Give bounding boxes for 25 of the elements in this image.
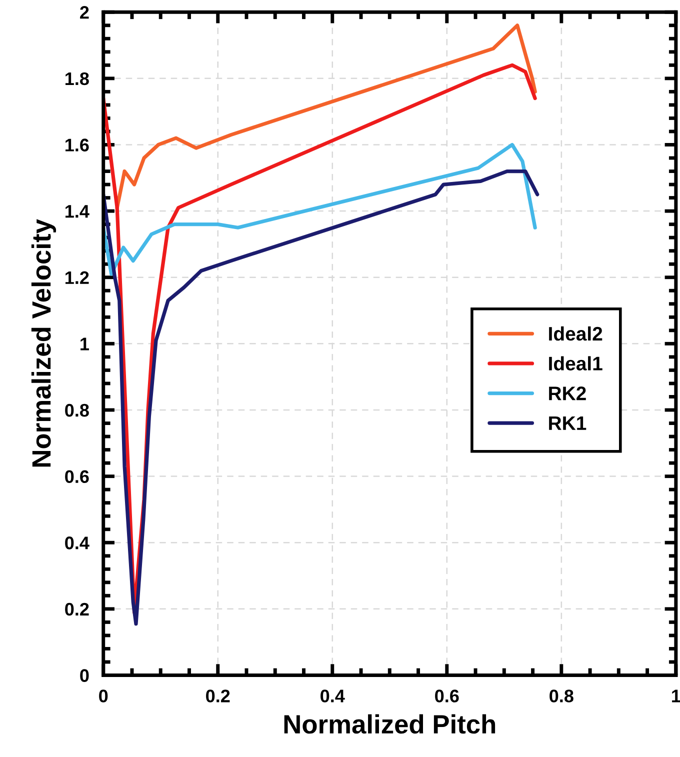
y-tick-label: 1.6 [66, 138, 89, 152]
x-tick-label: 0.8 [550, 690, 574, 702]
y-tick-label: 1.2 [66, 271, 89, 284]
y-tick-label: 1 [80, 338, 89, 350]
x-tick-label: 0 [99, 690, 108, 702]
x-axis-title: Normalized Pitch [284, 714, 496, 734]
line-series [103, 169, 540, 626]
y-tick-label: 0.8 [65, 404, 89, 417]
x-tick-label: 0.6 [435, 690, 459, 702]
x-tick-label: 0.4 [320, 690, 345, 702]
legend-label: RK1 [549, 416, 586, 430]
y-tick-label: 0.6 [65, 470, 89, 484]
y-tick-label: 0.4 [65, 536, 90, 550]
x-tick-label: 1 [672, 690, 680, 702]
y-axis-title: Normalized Velocity [31, 219, 56, 467]
legend-label: Ideal1 [549, 356, 602, 370]
y-tick-label: 0 [80, 669, 89, 682]
x-tick-label: 0.2 [206, 690, 230, 702]
y-tick-label: 1.4 [66, 205, 90, 218]
y-tick-label: 1.8 [66, 72, 89, 86]
y-tick-label: 0.2 [65, 602, 89, 616]
line-series [103, 142, 537, 276]
y-tick-label: 2 [80, 6, 89, 19]
legend-label: Ideal2 [549, 326, 602, 341]
legend-label: RK2 [549, 386, 586, 400]
